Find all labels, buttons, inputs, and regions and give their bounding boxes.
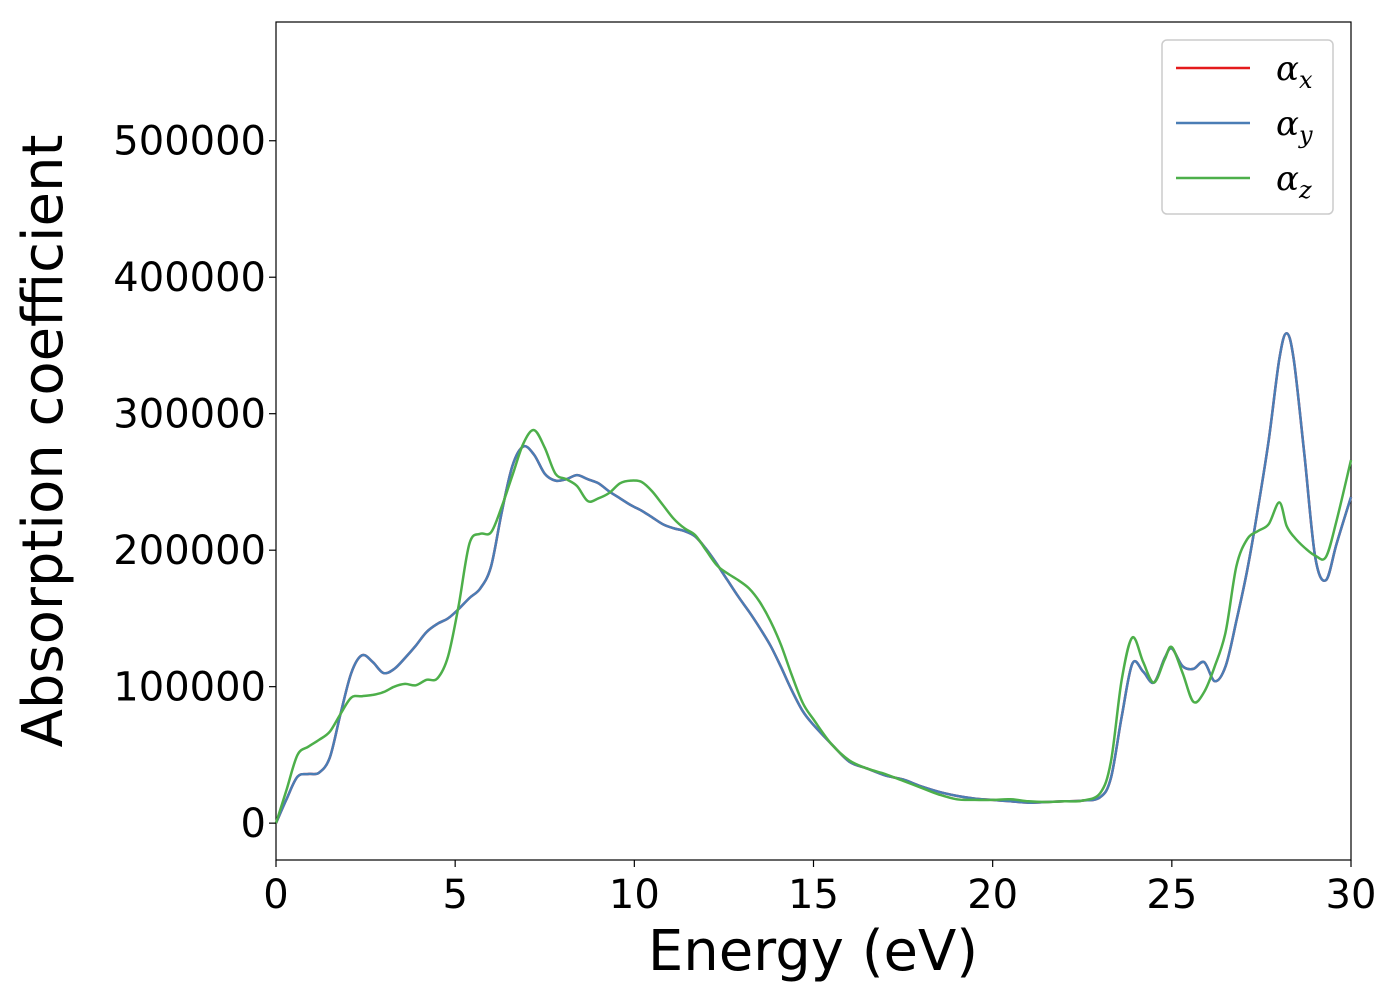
x-tick-label: 25	[1146, 872, 1197, 918]
x-axis-title: Energy (eV)	[648, 919, 978, 984]
x-tick-label: 5	[442, 872, 467, 918]
y-tick-layer: 0 100000 200000 300000 400000 500000	[113, 119, 276, 847]
y-tick-label: 300000	[113, 392, 266, 438]
series-line-z	[274, 428, 1353, 824]
x-tick-label: 0	[263, 872, 288, 918]
x-tick-label: 20	[967, 872, 1018, 918]
legend-box	[1161, 39, 1334, 215]
x-tick-label: 15	[788, 872, 839, 918]
y-tick-label: 200000	[113, 528, 266, 574]
y-tick-label: 400000	[113, 255, 266, 301]
x-tick-label: 10	[609, 872, 660, 918]
y-axis-title: Absorption coefficient	[11, 135, 76, 748]
x-tick-layer: 0 5 10 15 20 25 30	[263, 860, 1376, 918]
series-line-y	[274, 331, 1353, 824]
y-tick-label: 0	[241, 801, 266, 847]
x-tick-label: 30	[1326, 872, 1377, 918]
y-tick-label: 500000	[113, 119, 266, 165]
y-tick-label: 100000	[113, 665, 266, 711]
series-layer	[274, 331, 1353, 824]
